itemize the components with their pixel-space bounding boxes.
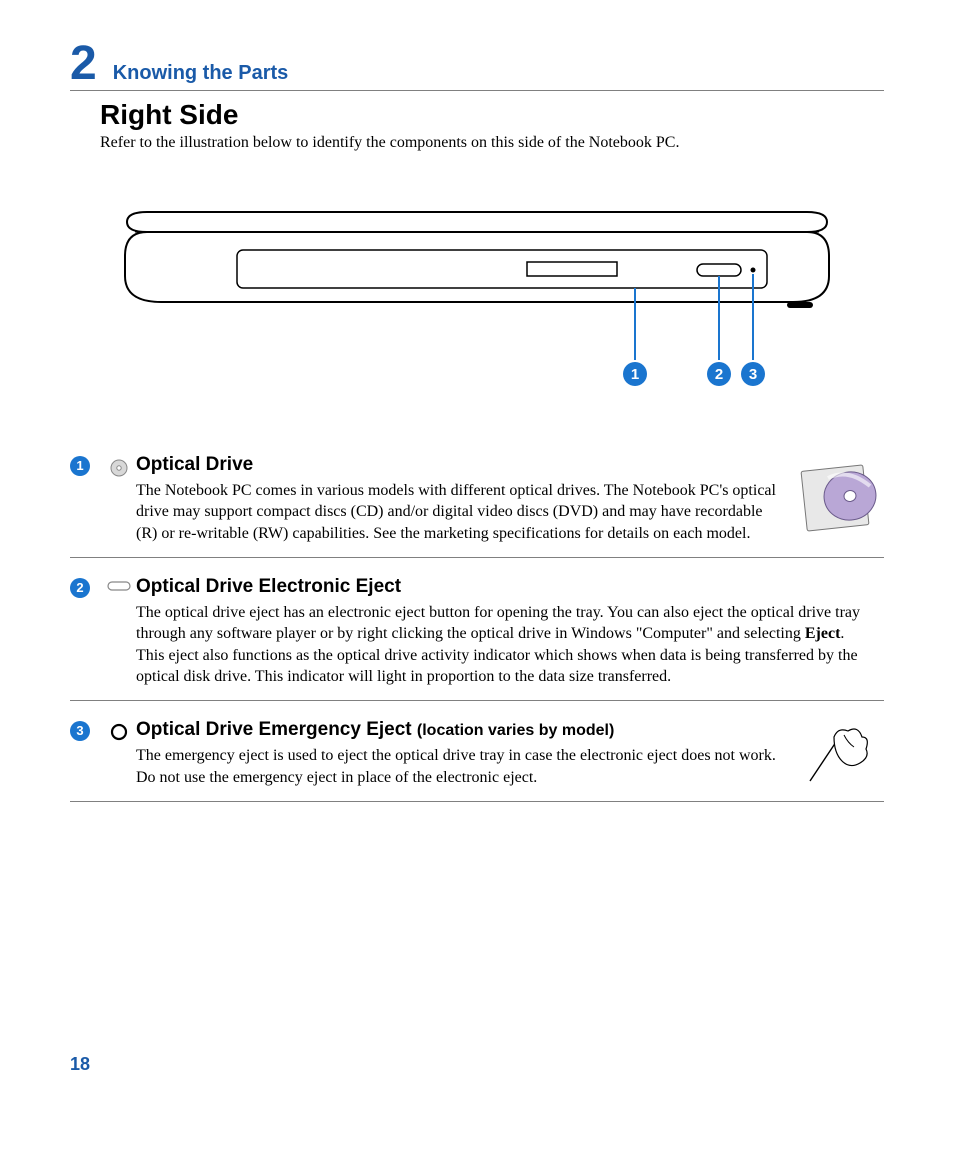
component-optical-drive: 1 Optical Drive The Notebook PC comes in…	[70, 444, 884, 558]
chapter-header: 2 Knowing the Parts	[70, 40, 884, 91]
notebook-right-side-diagram: 1 2 3	[70, 184, 884, 404]
bullet-2: 2	[70, 578, 90, 598]
component-title: Optical Drive Electronic Eject	[136, 576, 876, 598]
chapter-number: 2	[70, 40, 97, 88]
eject-slot-icon	[107, 580, 131, 592]
page-title: Right Side	[100, 99, 884, 131]
notebook-side-svg: 1 2 3	[107, 184, 847, 404]
component-title: Optical Drive	[136, 454, 786, 476]
component-body: The emergency eject is used to eject the…	[136, 745, 786, 788]
component-electronic-eject: 2 Optical Drive Electronic Eject The opt…	[70, 566, 884, 701]
disc-icon	[109, 458, 129, 478]
svg-text:1: 1	[631, 366, 639, 383]
component-title-suffix: (location varies by model)	[417, 722, 614, 739]
callout-1: 1	[623, 362, 647, 386]
component-title-text: Optical Drive Emergency Eject	[136, 719, 412, 740]
bullet-3: 3	[70, 721, 90, 741]
chapter-title: Knowing the Parts	[113, 62, 289, 85]
svg-text:3: 3	[749, 366, 757, 383]
component-body: The optical drive eject has an electroni…	[136, 602, 876, 688]
intro-text: Refer to the illustration below to ident…	[100, 133, 884, 154]
paperclip-hand-icon	[804, 723, 874, 789]
svg-text:2: 2	[715, 366, 723, 383]
component-emergency-eject: 3 Optical Drive Emergency Eject (locatio…	[70, 709, 884, 802]
bullet-1: 1	[70, 456, 90, 476]
cd-case-icon	[798, 458, 880, 536]
callout-3: 3	[741, 362, 765, 386]
page-number: 18	[70, 1054, 90, 1075]
component-body: The Notebook PC comes in various models …	[136, 480, 786, 545]
component-title: Optical Drive Emergency Eject (location …	[136, 719, 786, 741]
callout-2: 2	[707, 362, 731, 386]
pinhole-icon	[110, 723, 128, 741]
